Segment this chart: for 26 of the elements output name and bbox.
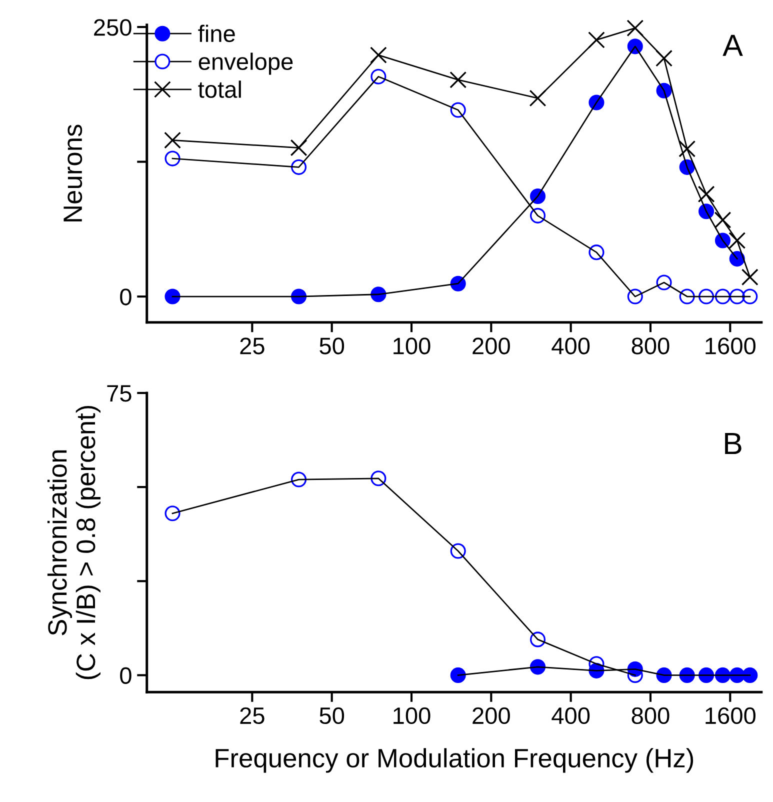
annotation: A	[722, 34, 743, 56]
legend-label: fine	[198, 24, 235, 42]
y-axis-title: Synchronization (C x I/B) > 0.8 (percent)	[47, 406, 100, 680]
x-tick-label: 1600	[706, 707, 756, 724]
x-tick-label: 100	[394, 707, 430, 724]
y-tick-label: 0	[120, 667, 132, 684]
x-tick-label: 400	[552, 338, 590, 354]
x-tick-label: 800	[632, 338, 670, 354]
y-axis-title: Neurons	[64, 124, 82, 222]
x-tick-label: 50	[320, 707, 344, 724]
x-tick-label: 1600	[706, 338, 756, 354]
x-tick-label: 25	[240, 707, 264, 724]
x-tick-label: 200	[472, 338, 510, 354]
x-axis-title: Frequency or Modulation Frequency (Hz)	[216, 748, 694, 773]
legend-label: envelope	[198, 52, 293, 75]
x-tick-label: 200	[472, 707, 510, 724]
legend-label: total	[198, 80, 241, 98]
x-tick-label: 50	[320, 338, 344, 354]
annotation: B	[725, 432, 742, 454]
x-tick-label: 100	[394, 338, 430, 354]
x-tick-label: 25	[240, 338, 264, 354]
y-tick-label: 0	[120, 288, 132, 306]
x-tick-label: 400	[552, 707, 590, 724]
y-tick-label: 75	[107, 385, 132, 402]
y-tick-label: 250	[94, 19, 132, 36]
x-tick-label: 800	[632, 707, 670, 724]
